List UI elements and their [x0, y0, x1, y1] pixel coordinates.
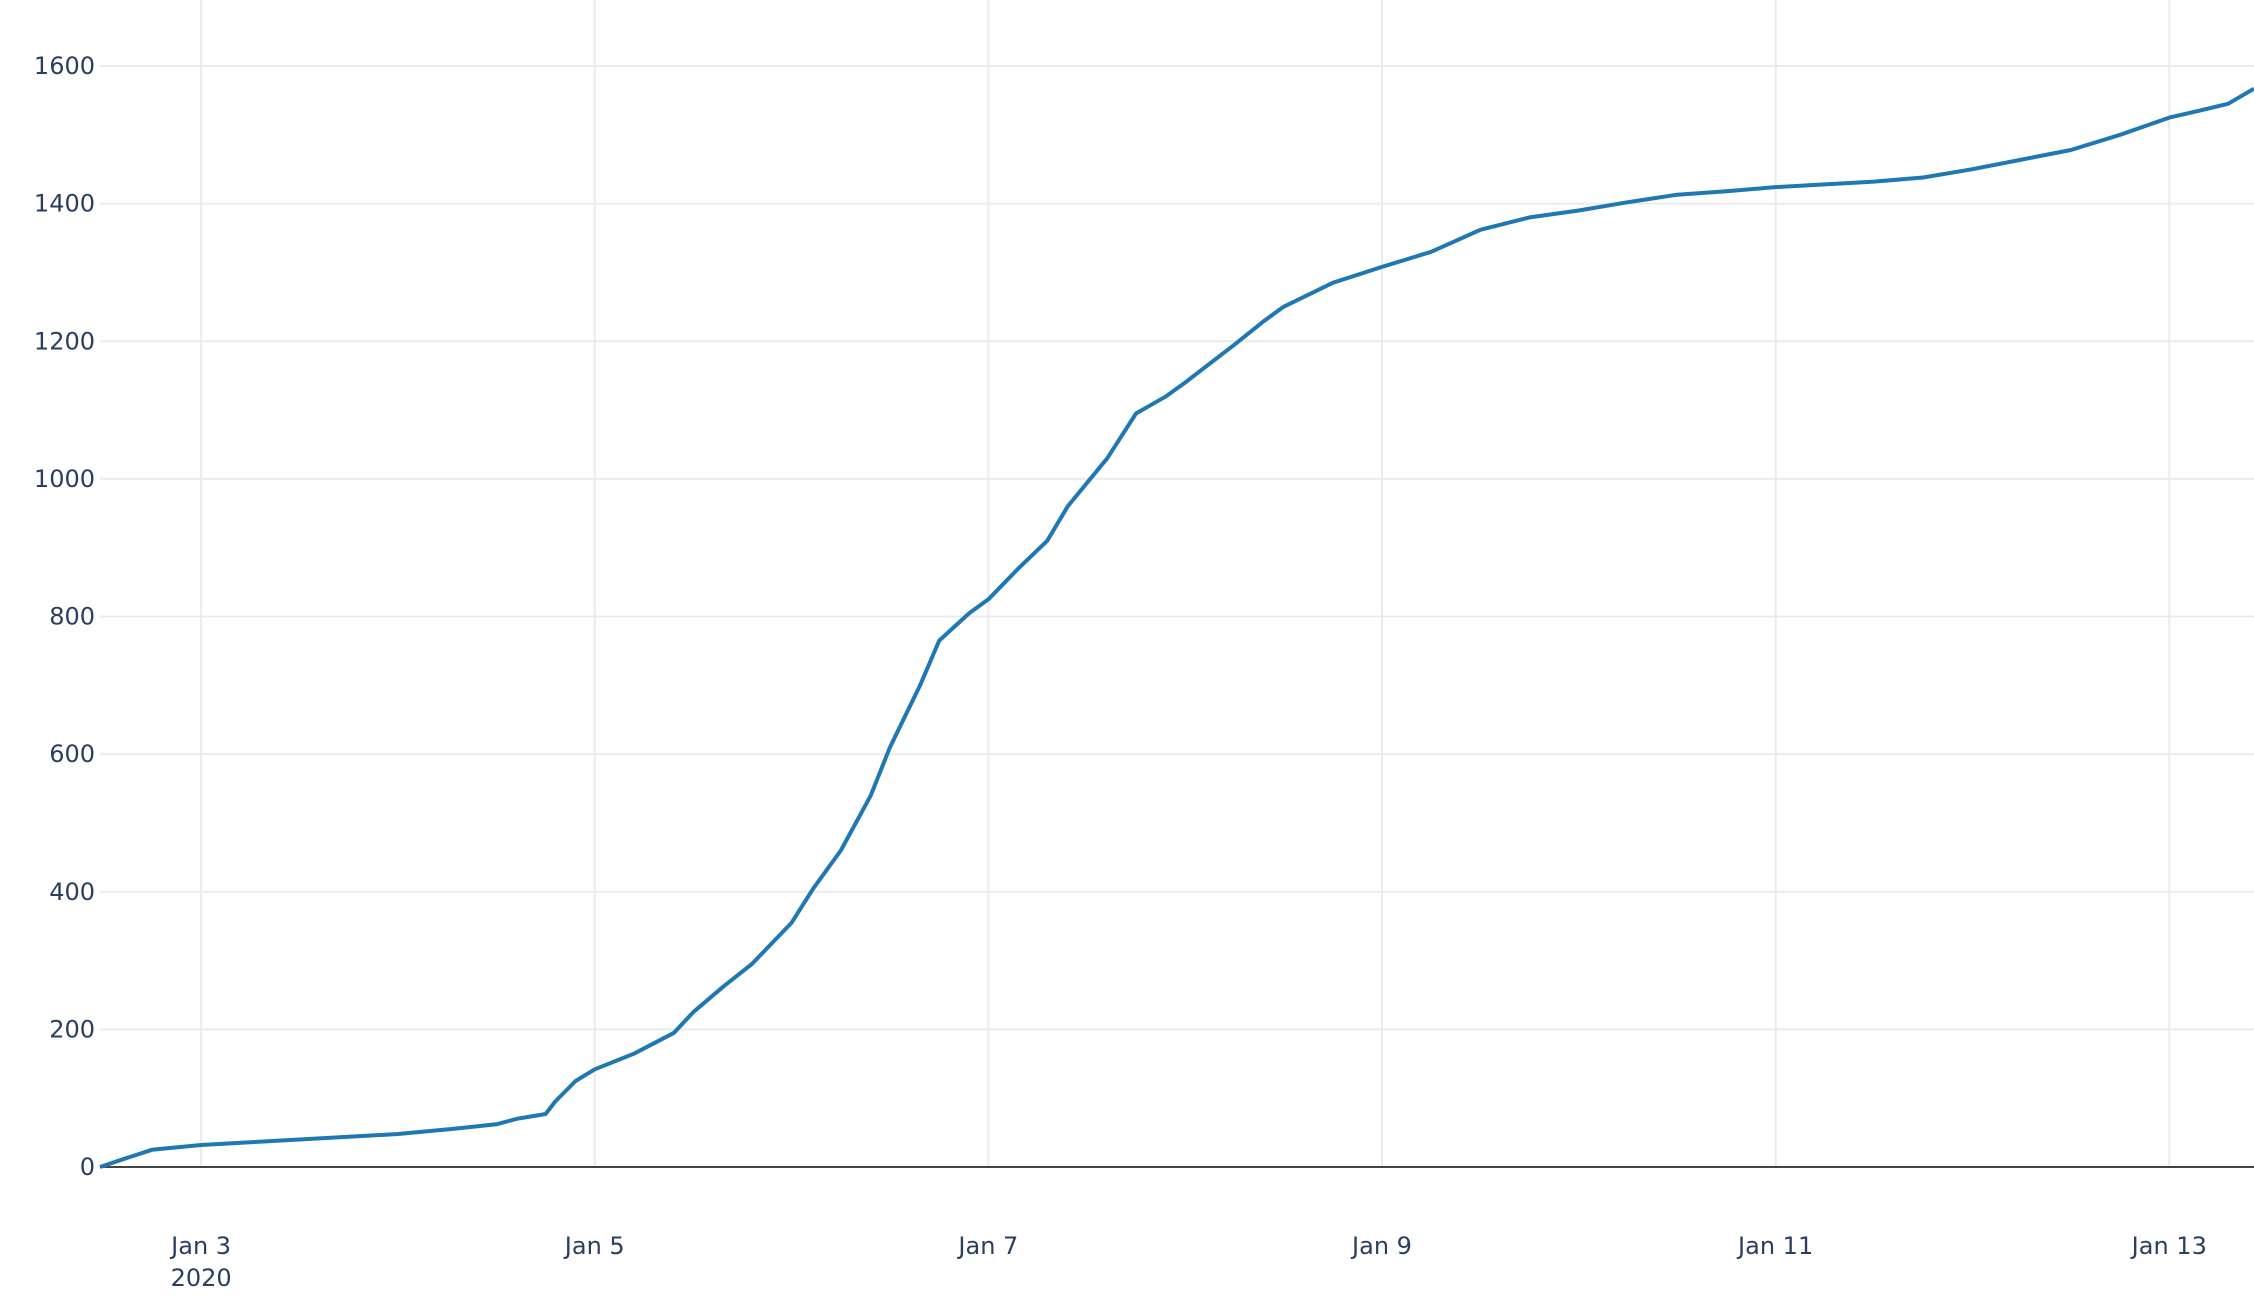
y-tick-label: 1200 — [34, 327, 95, 355]
x-tick-year-label: 2020 — [171, 1264, 232, 1292]
x-tick-label: Jan 5 — [563, 1232, 625, 1260]
gridlines — [100, 0, 2254, 1167]
series-layer — [99, 86, 2254, 1169]
y-tick-label: 1000 — [34, 465, 95, 493]
x-tick-label: Jan 7 — [956, 1232, 1018, 1260]
x-tick-label: Jan 13 — [2130, 1232, 2207, 1260]
y-tick-label: 600 — [49, 740, 95, 768]
y-tick-label: 1600 — [34, 52, 95, 80]
y-tick-label: 800 — [49, 603, 95, 631]
x-tick-label: Jan 9 — [1350, 1232, 1412, 1260]
y-tick-label: 1400 — [34, 190, 95, 218]
x-tick-label: Jan 3 — [169, 1232, 231, 1260]
x-tick-label: Jan 11 — [1736, 1232, 1813, 1260]
y-tick-label: 400 — [49, 878, 95, 906]
y-tick-label: 200 — [49, 1015, 95, 1043]
tick-labels: 0 200 400 600 800 1000 1200 1400 1600 Jan 3 Jan 5 J… — [34, 52, 2207, 1292]
series-line — [99, 86, 2254, 1169]
y-tick-label: 0 — [80, 1153, 95, 1181]
